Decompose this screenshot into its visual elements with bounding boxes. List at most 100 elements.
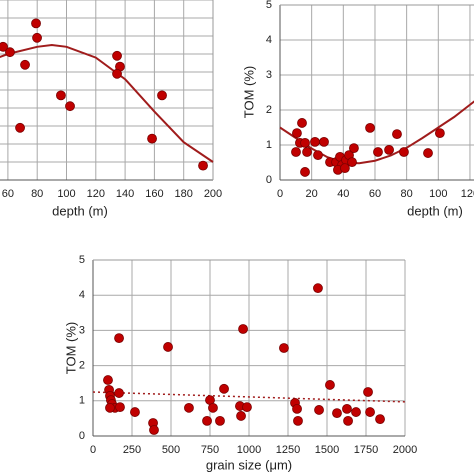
point [279, 343, 289, 353]
point [375, 414, 385, 425]
point [5, 47, 15, 58]
point [373, 147, 383, 157]
fit-curve [279, 100, 474, 165]
point [103, 375, 113, 385]
point [198, 160, 208, 171]
y-tick-label: 3 [79, 324, 85, 336]
x-tick-label: 750 [201, 444, 219, 456]
y-tick-label: 4 [79, 289, 85, 301]
trend-line [92, 391, 406, 403]
x-tick-label: 40 [337, 188, 349, 200]
y-tick-label: 1 [79, 395, 85, 407]
x-axis-label: depth (m) [407, 203, 463, 218]
point [365, 122, 375, 133]
point [56, 90, 66, 101]
point [314, 405, 324, 415]
x-tick-label: 200 [204, 188, 222, 200]
y-tick-label: 5 [79, 254, 85, 266]
point [384, 144, 394, 155]
point [392, 129, 402, 140]
y-tick-label: 5 [266, 0, 272, 11]
point [347, 157, 357, 168]
fit-curve [0, 43, 214, 163]
x-tick-label: 60 [2, 188, 14, 200]
point [208, 402, 218, 413]
point [149, 425, 159, 435]
point [31, 18, 41, 29]
point [238, 324, 248, 334]
point [332, 408, 342, 419]
point [163, 342, 173, 352]
point [325, 380, 335, 390]
point [130, 407, 140, 417]
x-tick-label: 160 [145, 188, 163, 200]
point [202, 415, 212, 426]
x-tick-label: 1000 [237, 444, 261, 456]
x-axis-label: depth (m) [52, 203, 108, 218]
point [365, 407, 375, 417]
point [114, 333, 124, 344]
x-tick-label: 0 [90, 444, 96, 456]
y-axis-label: TOM (%) [241, 66, 256, 118]
point [351, 407, 361, 417]
point [291, 147, 301, 157]
y-tick-label: 0 [266, 174, 272, 186]
y-tick-label: 2 [266, 104, 272, 116]
x-tick-label: 120 [461, 188, 474, 200]
point [343, 415, 353, 426]
point [434, 128, 445, 139]
y-tick-label: 4 [266, 34, 272, 46]
point [112, 68, 122, 79]
point [302, 147, 312, 157]
point [215, 415, 225, 426]
point [32, 32, 42, 43]
point [297, 118, 307, 128]
x-tick-label: 500 [162, 444, 180, 456]
point [219, 383, 229, 394]
x-tick-label: 120 [87, 188, 105, 200]
point [300, 137, 310, 148]
point [342, 403, 352, 414]
x-tick-label: 1750 [354, 444, 378, 456]
x-tick-label: 80 [31, 188, 43, 200]
x-tick-label: 0 [277, 188, 283, 200]
x-tick-label: 100 [429, 188, 447, 200]
x-tick-label: 80 [401, 188, 413, 200]
x-axis-label: grain size (μm) [206, 457, 292, 472]
point [300, 167, 310, 177]
point [236, 411, 246, 421]
point [292, 403, 302, 414]
point [147, 133, 157, 144]
x-tick-label: 1250 [276, 444, 300, 456]
point [313, 150, 323, 161]
point [310, 136, 320, 147]
point [0, 41, 8, 52]
point [319, 136, 329, 147]
point [114, 388, 124, 398]
y-tick-label: 3 [266, 69, 272, 81]
x-tick-label: 1500 [315, 444, 339, 456]
x-tick-label: 140 [116, 188, 134, 200]
x-tick-label: 250 [123, 444, 141, 456]
point [242, 402, 252, 413]
point [293, 415, 303, 426]
point [112, 50, 122, 61]
point [20, 59, 30, 70]
y-tick-label: 2 [79, 360, 85, 372]
y-axis-label: TOM (%) [63, 322, 78, 374]
point [115, 402, 125, 413]
x-tick-label: 20 [306, 188, 318, 200]
point [340, 163, 350, 174]
point [363, 387, 373, 397]
point [15, 122, 25, 133]
x-tick-label: 60 [369, 188, 381, 200]
y-tick-label: 0 [79, 430, 85, 442]
x-tick-label: 180 [175, 188, 193, 200]
point [349, 143, 359, 154]
point [292, 128, 302, 139]
point [184, 402, 194, 413]
point [105, 402, 115, 413]
y-tick-label: 1 [266, 139, 272, 151]
